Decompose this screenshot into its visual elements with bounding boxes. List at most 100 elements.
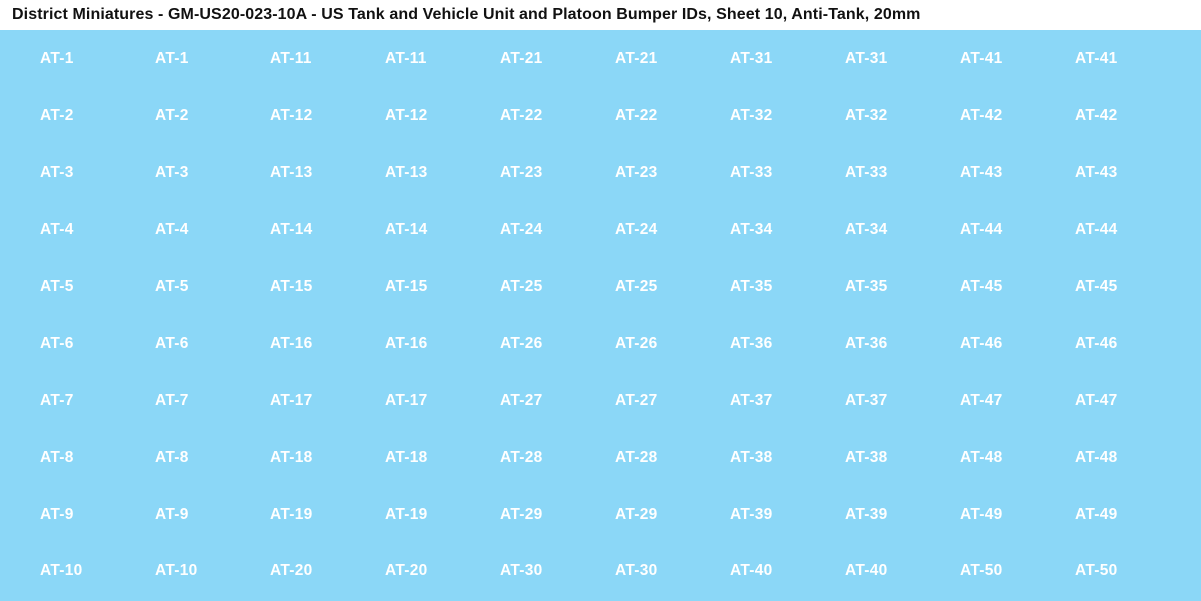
bumper-id-label: AT-5 <box>155 278 189 295</box>
bumper-id-label: AT-1 <box>40 50 74 68</box>
bumper-id-label: AT-30 <box>615 562 658 580</box>
bumper-id-label: AT-50 <box>960 562 1003 580</box>
bumper-id-label: AT-33 <box>845 164 888 182</box>
bumper-id-label: AT-43 <box>1075 164 1118 182</box>
bumper-id-label: AT-11 <box>270 50 312 68</box>
bumper-id-label: AT-18 <box>270 448 313 466</box>
bumper-id-label: AT-10 <box>40 562 83 580</box>
bumper-id-label: AT-8 <box>155 448 189 466</box>
bumper-id-label: AT-37 <box>730 391 773 409</box>
bumper-id-label: AT-41 <box>960 50 1003 68</box>
bumper-id-label: AT-22 <box>500 107 543 125</box>
bumper-id-label: AT-23 <box>500 164 543 182</box>
bumper-id-label: AT-27 <box>500 391 543 409</box>
bumper-id-label: AT-12 <box>270 107 313 125</box>
bumper-id-label: AT-27 <box>615 391 658 409</box>
bumper-id-label: AT-3 <box>155 164 189 182</box>
bumper-id-label: AT-16 <box>270 334 313 352</box>
bumper-id-label: AT-39 <box>845 505 888 523</box>
bumper-id-label: AT-6 <box>155 334 189 352</box>
decal-grid: AT-1 AT-1 AT-11 AT-11 AT-21 AT-21 AT-31 AT-31 AT… <box>0 30 1201 600</box>
bumper-id-label: AT-12 <box>385 107 428 125</box>
bumper-id-label: AT-2 <box>155 107 189 125</box>
bumper-id-label: AT-20 <box>270 562 313 580</box>
bumper-id-label: AT-41 <box>1075 50 1118 68</box>
bumper-id-label: AT-4 <box>155 221 189 239</box>
bumper-id-label: AT-19 <box>270 505 313 523</box>
bumper-id-label: AT-34 <box>845 221 888 239</box>
bumper-id-label: AT-40 <box>845 562 888 580</box>
bumper-id-label: AT-43 <box>960 164 1003 182</box>
bumper-id-label: AT-35 <box>730 278 773 295</box>
bumper-id-label: AT-49 <box>960 505 1003 523</box>
bumper-id-label: AT-5 <box>40 278 74 295</box>
bumper-id-label: AT-14 <box>270 221 313 239</box>
bumper-id-label: AT-32 <box>730 107 773 125</box>
page-title: District Miniatures - GM-US20-023-10A - … <box>12 6 921 23</box>
bumper-id-label: AT-47 <box>1075 391 1118 409</box>
bumper-id-label: AT-38 <box>730 448 773 466</box>
bumper-id-label: AT-4 <box>40 221 74 239</box>
bumper-id-label: AT-21 <box>500 50 543 68</box>
bumper-id-label: AT-31 <box>845 50 888 68</box>
bumper-id-label: AT-29 <box>615 505 658 523</box>
bumper-id-label: AT-10 <box>155 562 198 580</box>
title-bar: District Miniatures - GM-US20-023-10A - … <box>0 0 1201 30</box>
bumper-id-label: AT-17 <box>385 391 428 409</box>
bumper-id-label: AT-14 <box>385 221 428 239</box>
bumper-id-label: AT-25 <box>615 278 658 295</box>
bumper-id-label: AT-45 <box>1075 278 1118 295</box>
bumper-id-label: AT-32 <box>845 107 888 125</box>
bumper-id-label: AT-18 <box>385 448 428 466</box>
bumper-id-label: AT-11 <box>385 50 427 68</box>
bumper-id-label: AT-13 <box>385 164 428 182</box>
bumper-id-label: AT-19 <box>385 505 428 523</box>
bumper-id-label: AT-25 <box>500 278 543 295</box>
bumper-id-label: AT-46 <box>1075 334 1118 352</box>
bumper-id-label: AT-36 <box>845 334 888 352</box>
bumper-id-label: AT-8 <box>40 448 74 466</box>
bumper-id-label: AT-36 <box>730 334 773 352</box>
bumper-id-label: AT-28 <box>500 448 543 466</box>
bumper-id-label: AT-31 <box>730 50 773 68</box>
bumper-id-label: AT-3 <box>40 164 74 182</box>
bumper-id-label: AT-50 <box>1075 562 1118 580</box>
bumper-id-label: AT-44 <box>960 221 1003 239</box>
bumper-id-label: AT-40 <box>730 562 773 580</box>
bumper-id-label: AT-42 <box>960 107 1003 125</box>
bumper-id-label: AT-7 <box>155 391 189 409</box>
bumper-id-label: AT-9 <box>40 505 74 523</box>
bumper-id-label: AT-46 <box>960 334 1003 352</box>
bumper-id-label: AT-6 <box>40 334 74 352</box>
bumper-id-label: AT-33 <box>730 164 773 182</box>
bumper-id-label: AT-34 <box>730 221 773 239</box>
bumper-id-label: AT-37 <box>845 391 888 409</box>
bumper-id-label: AT-15 <box>270 278 313 295</box>
bumper-id-label: AT-24 <box>500 221 543 239</box>
bumper-id-label: AT-35 <box>845 278 888 295</box>
bumper-id-label: AT-21 <box>615 50 658 68</box>
bumper-id-label: AT-26 <box>500 334 543 352</box>
bumper-id-label: AT-47 <box>960 391 1003 409</box>
bumper-id-label: AT-38 <box>845 448 888 466</box>
bumper-id-label: AT-44 <box>1075 221 1118 239</box>
bumper-id-label: AT-26 <box>615 334 658 352</box>
bumper-id-label: AT-9 <box>155 505 189 523</box>
bumper-id-label: AT-42 <box>1075 107 1118 125</box>
bumper-id-label: AT-48 <box>960 448 1003 466</box>
bumper-id-label: AT-30 <box>500 562 543 580</box>
bumper-id-label: AT-39 <box>730 505 773 523</box>
bumper-id-label: AT-22 <box>615 107 658 125</box>
bumper-id-label: AT-20 <box>385 562 428 580</box>
bumper-id-label: AT-24 <box>615 221 658 239</box>
bumper-id-label: AT-45 <box>960 278 1003 295</box>
bumper-id-label: AT-28 <box>615 448 658 466</box>
bumper-id-label: AT-48 <box>1075 448 1118 466</box>
bumper-id-label: AT-15 <box>385 278 428 295</box>
bumper-id-label: AT-29 <box>500 505 543 523</box>
bumper-id-label: AT-1 <box>155 50 189 68</box>
bumper-id-label: AT-23 <box>615 164 658 182</box>
bumper-id-label: AT-7 <box>40 391 74 409</box>
bumper-id-label: AT-17 <box>270 391 313 409</box>
